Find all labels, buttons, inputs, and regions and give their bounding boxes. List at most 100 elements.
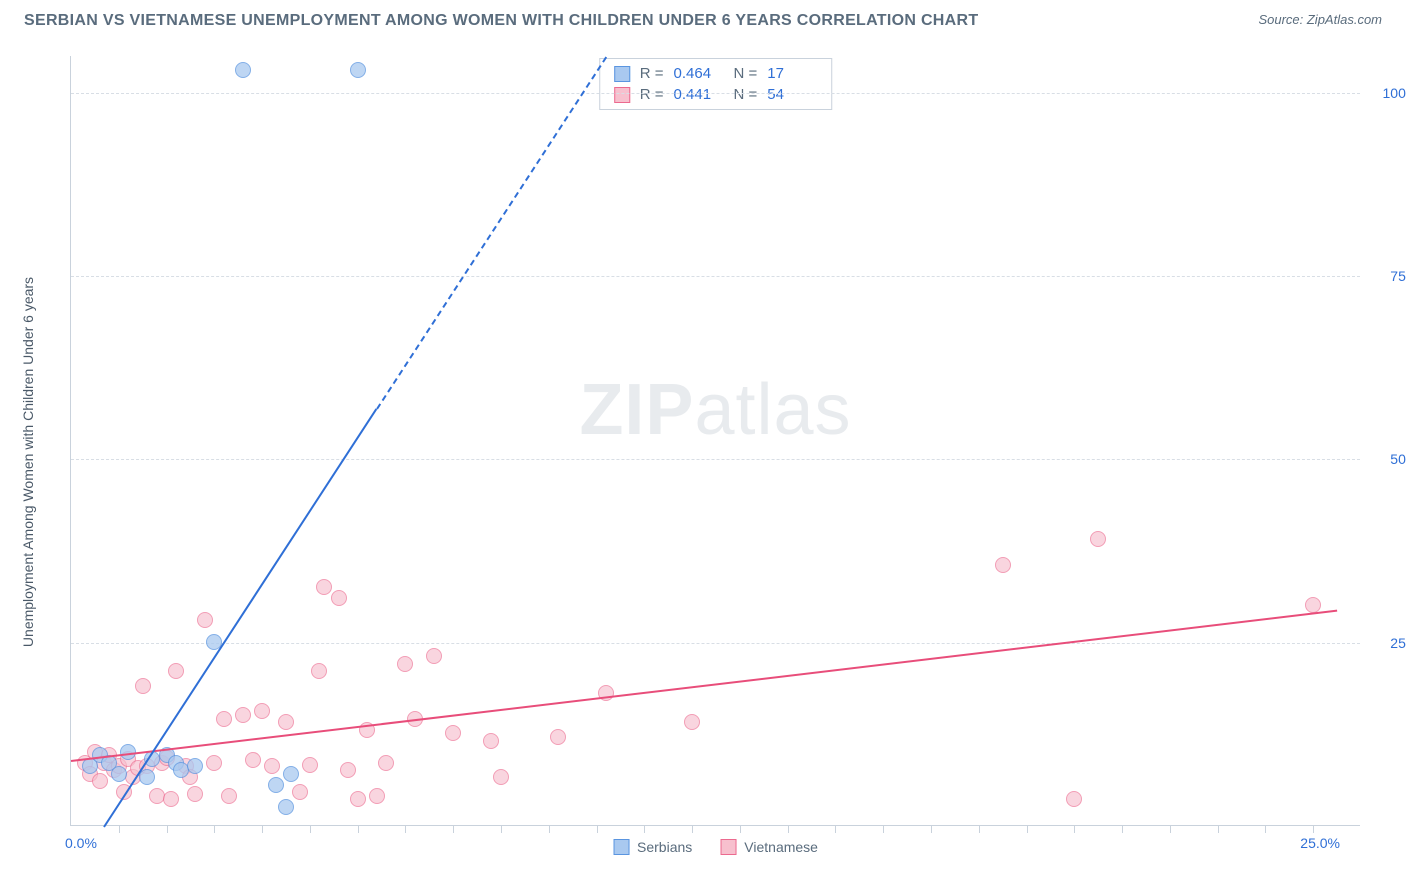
- scatter-point-vietnamese: [264, 758, 280, 774]
- scatter-point-vietnamese: [1066, 791, 1082, 807]
- x-axis-max-label: 25.0%: [1300, 835, 1340, 851]
- x-tick: [453, 825, 454, 833]
- stats-box: R = 0.464 N = 17 R = 0.441 N = 54: [599, 58, 833, 110]
- source-attribution: Source: ZipAtlas.com: [1258, 12, 1382, 27]
- watermark-rest: atlas: [694, 370, 851, 450]
- stats-n-label: N =: [734, 86, 758, 103]
- scatter-point-vietnamese: [340, 762, 356, 778]
- x-tick: [979, 825, 980, 833]
- y-tick-label: 25.0%: [1390, 635, 1406, 651]
- x-tick: [931, 825, 932, 833]
- scatter-point-vietnamese: [397, 656, 413, 672]
- x-tick: [549, 825, 550, 833]
- scatter-point-vietnamese: [278, 714, 294, 730]
- scatter-point-vietnamese: [995, 557, 1011, 573]
- scatter-point-vietnamese: [378, 755, 394, 771]
- stats-n-vietnamese: 54: [767, 86, 817, 103]
- scatter-point-vietnamese: [92, 773, 108, 789]
- x-tick: [740, 825, 741, 833]
- regression-line-serbians-dashed: [376, 56, 607, 409]
- gridline-horizontal: [71, 93, 1360, 94]
- scatter-point-vietnamese: [445, 725, 461, 741]
- watermark-bold: ZIP: [579, 370, 694, 450]
- plot-area: ZIPatlas R = 0.464 N = 17 R = 0.441 N = …: [70, 56, 1360, 826]
- stats-r-label: R =: [640, 86, 664, 103]
- scatter-point-vietnamese: [292, 784, 308, 800]
- legend-label-serbians: Serbians: [637, 839, 692, 855]
- legend-swatch-vietnamese: [720, 839, 736, 855]
- stats-row-serbians: R = 0.464 N = 17: [614, 63, 818, 84]
- scatter-point-vietnamese: [369, 788, 385, 804]
- scatter-point-vietnamese: [135, 678, 151, 694]
- scatter-point-vietnamese: [221, 788, 237, 804]
- scatter-point-vietnamese: [331, 590, 347, 606]
- chart-container: Unemployment Among Women with Children U…: [52, 56, 1382, 852]
- legend-label-vietnamese: Vietnamese: [744, 839, 818, 855]
- scatter-point-serbians: [350, 62, 366, 78]
- x-tick: [1122, 825, 1123, 833]
- x-tick: [644, 825, 645, 833]
- scatter-point-vietnamese: [493, 769, 509, 785]
- scatter-point-vietnamese: [187, 786, 203, 802]
- stats-r-vietnamese: 0.441: [674, 86, 724, 103]
- x-tick: [358, 825, 359, 833]
- stats-row-vietnamese: R = 0.441 N = 54: [614, 84, 818, 105]
- y-axis-label: Unemployment Among Women with Children U…: [20, 277, 36, 647]
- x-tick: [1218, 825, 1219, 833]
- regression-line-vietnamese: [71, 610, 1337, 762]
- stats-swatch-serbians: [614, 66, 630, 82]
- x-tick: [1170, 825, 1171, 833]
- stats-swatch-vietnamese: [614, 87, 630, 103]
- chart-title: SERBIAN VS VIETNAMESE UNEMPLOYMENT AMONG…: [24, 12, 978, 30]
- gridline-horizontal: [71, 459, 1360, 460]
- x-tick: [214, 825, 215, 833]
- legend-item-vietnamese: Vietnamese: [720, 839, 818, 855]
- x-tick: [501, 825, 502, 833]
- x-tick: [835, 825, 836, 833]
- x-tick: [1027, 825, 1028, 833]
- scatter-point-vietnamese: [311, 663, 327, 679]
- y-tick-label: 100.0%: [1383, 85, 1406, 101]
- scatter-point-vietnamese: [235, 707, 251, 723]
- scatter-point-serbians: [187, 758, 203, 774]
- scatter-point-serbians: [283, 766, 299, 782]
- scatter-point-serbians: [235, 62, 251, 78]
- header: SERBIAN VS VIETNAMESE UNEMPLOYMENT AMONG…: [0, 0, 1406, 30]
- x-tick: [1074, 825, 1075, 833]
- x-tick: [405, 825, 406, 833]
- scatter-point-vietnamese: [426, 648, 442, 664]
- scatter-point-serbians: [278, 799, 294, 815]
- x-tick: [310, 825, 311, 833]
- scatter-point-vietnamese: [316, 579, 332, 595]
- y-tick-label: 75.0%: [1390, 268, 1406, 284]
- scatter-point-serbians: [111, 766, 127, 782]
- scatter-point-vietnamese: [254, 703, 270, 719]
- scatter-point-vietnamese: [197, 612, 213, 628]
- x-tick: [119, 825, 120, 833]
- scatter-point-vietnamese: [163, 791, 179, 807]
- scatter-point-vietnamese: [684, 714, 700, 730]
- x-tick: [788, 825, 789, 833]
- scatter-point-vietnamese: [168, 663, 184, 679]
- scatter-point-vietnamese: [302, 757, 318, 773]
- x-tick: [597, 825, 598, 833]
- x-tick: [1265, 825, 1266, 833]
- regression-line-serbians: [104, 408, 378, 827]
- x-tick: [692, 825, 693, 833]
- scatter-point-vietnamese: [350, 791, 366, 807]
- x-tick: [1313, 825, 1314, 833]
- watermark: ZIPatlas: [579, 369, 851, 451]
- x-tick: [262, 825, 263, 833]
- gridline-horizontal: [71, 276, 1360, 277]
- scatter-point-vietnamese: [1090, 531, 1106, 547]
- scatter-point-vietnamese: [1305, 597, 1321, 613]
- scatter-point-vietnamese: [245, 752, 261, 768]
- scatter-point-serbians: [268, 777, 284, 793]
- y-tick-label: 50.0%: [1390, 451, 1406, 467]
- stats-r-label: R =: [640, 65, 664, 82]
- legend: Serbians Vietnamese: [613, 839, 818, 855]
- scatter-point-vietnamese: [550, 729, 566, 745]
- x-tick: [167, 825, 168, 833]
- scatter-point-vietnamese: [206, 755, 222, 771]
- scatter-point-vietnamese: [483, 733, 499, 749]
